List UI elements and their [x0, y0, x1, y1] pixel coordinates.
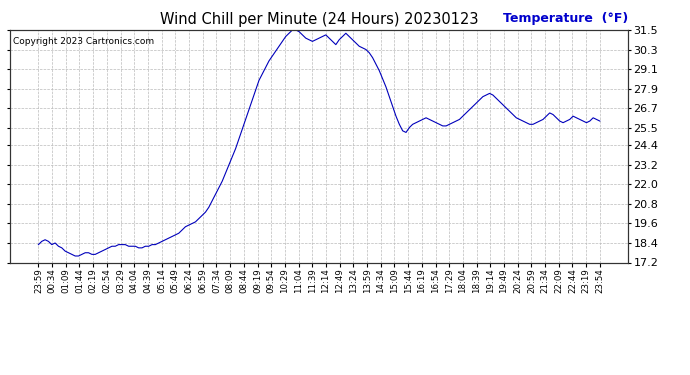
- Text: Copyright 2023 Cartronics.com: Copyright 2023 Cartronics.com: [13, 37, 155, 46]
- Title: Wind Chill per Minute (24 Hours) 20230123: Wind Chill per Minute (24 Hours) 2023012…: [160, 12, 478, 27]
- Text: Temperature  (°F): Temperature (°F): [502, 12, 628, 26]
